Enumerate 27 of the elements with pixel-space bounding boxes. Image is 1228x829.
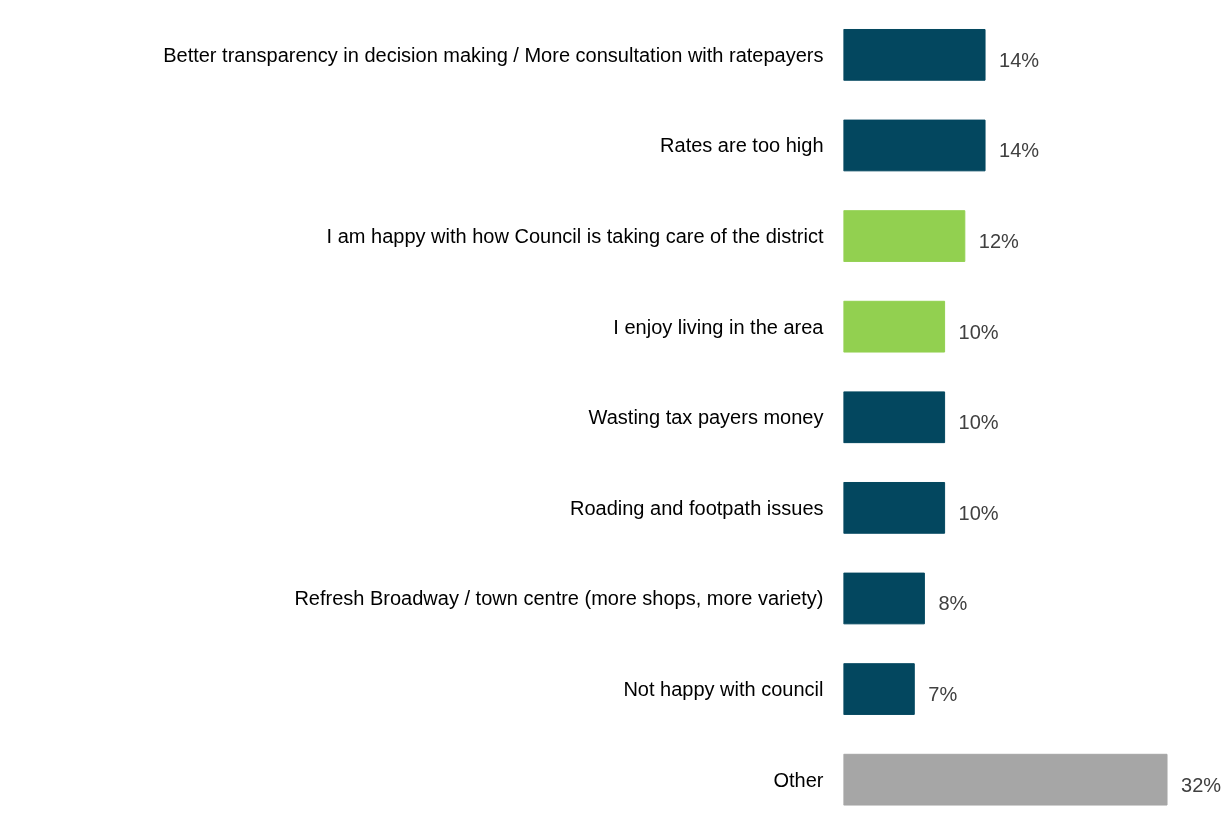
data-label: 12% [978,230,1020,253]
bar [843,753,1168,806]
data-label: 8% [938,592,968,615]
y-tick-label: Better transparency in decision making / More consultation with ratepayers [163,43,824,66]
y-tick-label: Other [773,768,824,791]
y-tick-label: Roading and footpath issues [569,496,824,519]
y-tick-label: Rates are too high [660,134,824,157]
y-tick-label: I am happy with how Council is taking care of the district [326,225,824,248]
bar [843,119,986,172]
y-tick-label: Refresh Broadway / town centre (more shops, more variety) [294,587,824,610]
bar [843,210,966,262]
data-label: 32% [1181,773,1222,796]
bar [843,391,946,444]
y-tick-label: I enjoy living in the area [613,315,825,338]
y-tick-label: Wasting tax payers money [588,406,824,429]
bar [843,663,915,715]
bar [843,300,946,353]
data-label: 14% [999,139,1040,162]
data-label: 14% [999,48,1040,71]
data-label: 10% [958,501,999,524]
bar [843,28,986,81]
bar [843,482,946,534]
bar [843,572,925,625]
data-label: 10% [958,320,999,343]
data-label: 10% [958,411,999,434]
y-tick-label: Not happy with council [623,678,824,701]
data-label: 7% [928,683,958,706]
